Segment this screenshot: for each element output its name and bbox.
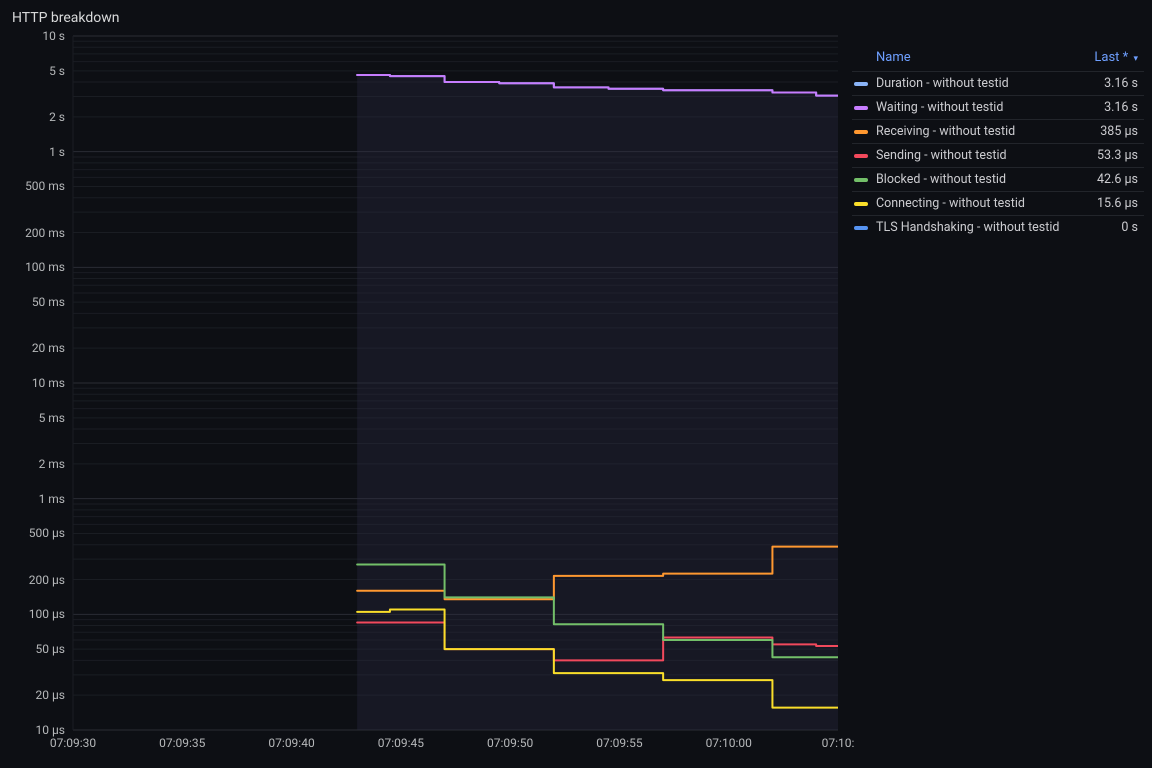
y-tick-label: 1 ms (5, 492, 65, 506)
legend-value: 385 µs (1100, 124, 1144, 139)
legend-value: 53.3 µs (1097, 148, 1144, 163)
legend-value: 42.6 µs (1097, 172, 1144, 187)
legend-row[interactable]: Waiting - without testid3.16 s (852, 95, 1144, 119)
legend-row[interactable]: Blocked - without testid42.6 µs (852, 167, 1144, 191)
legend-swatch (854, 82, 868, 86)
legend-swatch (854, 154, 868, 158)
legend-label: Receiving - without testid (876, 124, 1100, 139)
chart-area[interactable]: 10 s 5 s 2 s 1 s 500 ms 200 ms 100 ms 50 ms 20 m… (0, 0, 845, 768)
legend-label: Blocked - without testid (876, 172, 1097, 187)
legend-value: 0 s (1121, 220, 1144, 235)
legend-header-name[interactable]: Name (852, 50, 1094, 65)
y-tick-label: 100 ms (5, 260, 65, 274)
y-tick-label: 100 µs (5, 607, 65, 621)
y-tick-label: 50 µs (5, 642, 65, 656)
y-tick-label: 500 ms (5, 179, 65, 193)
legend-label: Duration - without testid (876, 76, 1104, 91)
legend-swatch (854, 106, 868, 110)
x-tick-label: 07:09:30 (50, 736, 96, 750)
y-tick-label: 50 ms (5, 295, 65, 309)
y-tick-label: 1 s (5, 145, 65, 159)
y-tick-label: 5 ms (5, 411, 65, 425)
legend-label: Waiting - without testid (876, 100, 1104, 115)
legend-row[interactable]: Receiving - without testid385 µs (852, 119, 1144, 143)
y-tick-label: 20 µs (5, 688, 65, 702)
legend-swatch (854, 226, 868, 230)
legend-header-last-label: Last * (1094, 50, 1128, 65)
y-tick-label: 5 s (5, 64, 65, 78)
legend-value: 15.6 µs (1097, 196, 1144, 211)
legend-swatch (854, 202, 868, 206)
y-tick-label: 10 µs (5, 723, 65, 737)
legend-swatch (854, 130, 868, 134)
y-tick-label: 2 ms (5, 457, 65, 471)
legend-label: Connecting - without testid (876, 196, 1097, 211)
legend-label: Sending - without testid (876, 148, 1097, 163)
y-tick-label: 20 ms (5, 341, 65, 355)
y-tick-label: 10 ms (5, 376, 65, 390)
y-tick-label: 500 µs (5, 526, 65, 540)
x-tick-label: 07:09:55 (596, 736, 642, 750)
x-tick-label: 07:09:40 (268, 736, 314, 750)
legend-row[interactable]: Connecting - without testid15.6 µs (852, 191, 1144, 215)
panel: HTTP breakdown 10 s5 s2 s1 s500 ms200 ms… (0, 0, 1152, 768)
x-tick-label: 07:09:45 (378, 736, 424, 750)
y-tick-label: 10 s (5, 29, 65, 43)
chart-svg (0, 0, 845, 768)
legend-label: TLS Handshaking - without testid (876, 220, 1121, 235)
legend-rows: Duration - without testid3.16 sWaiting -… (852, 71, 1144, 239)
legend-swatch (854, 178, 868, 182)
x-tick-label: 07:10:00 (706, 736, 752, 750)
legend-row[interactable]: Duration - without testid3.16 s (852, 71, 1144, 95)
y-tick-label: 200 ms (5, 226, 65, 240)
x-tick-label: 07:09:35 (159, 736, 205, 750)
legend: Name Last * ▾ Duration - without testid3… (852, 44, 1144, 239)
legend-row[interactable]: TLS Handshaking - without testid0 s (852, 215, 1144, 239)
chevron-down-icon: ▾ (1133, 54, 1138, 64)
y-tick-label: 200 µs (5, 573, 65, 587)
legend-value: 3.16 s (1104, 100, 1144, 115)
legend-row[interactable]: Sending - without testid53.3 µs (852, 143, 1144, 167)
legend-header-last[interactable]: Last * ▾ (1094, 50, 1144, 65)
x-tick-label: 07:10: (822, 736, 855, 750)
legend-header: Name Last * ▾ (852, 44, 1144, 71)
x-tick-label: 07:09:50 (487, 736, 533, 750)
legend-value: 3.16 s (1104, 76, 1144, 91)
y-tick-label: 2 s (5, 110, 65, 124)
